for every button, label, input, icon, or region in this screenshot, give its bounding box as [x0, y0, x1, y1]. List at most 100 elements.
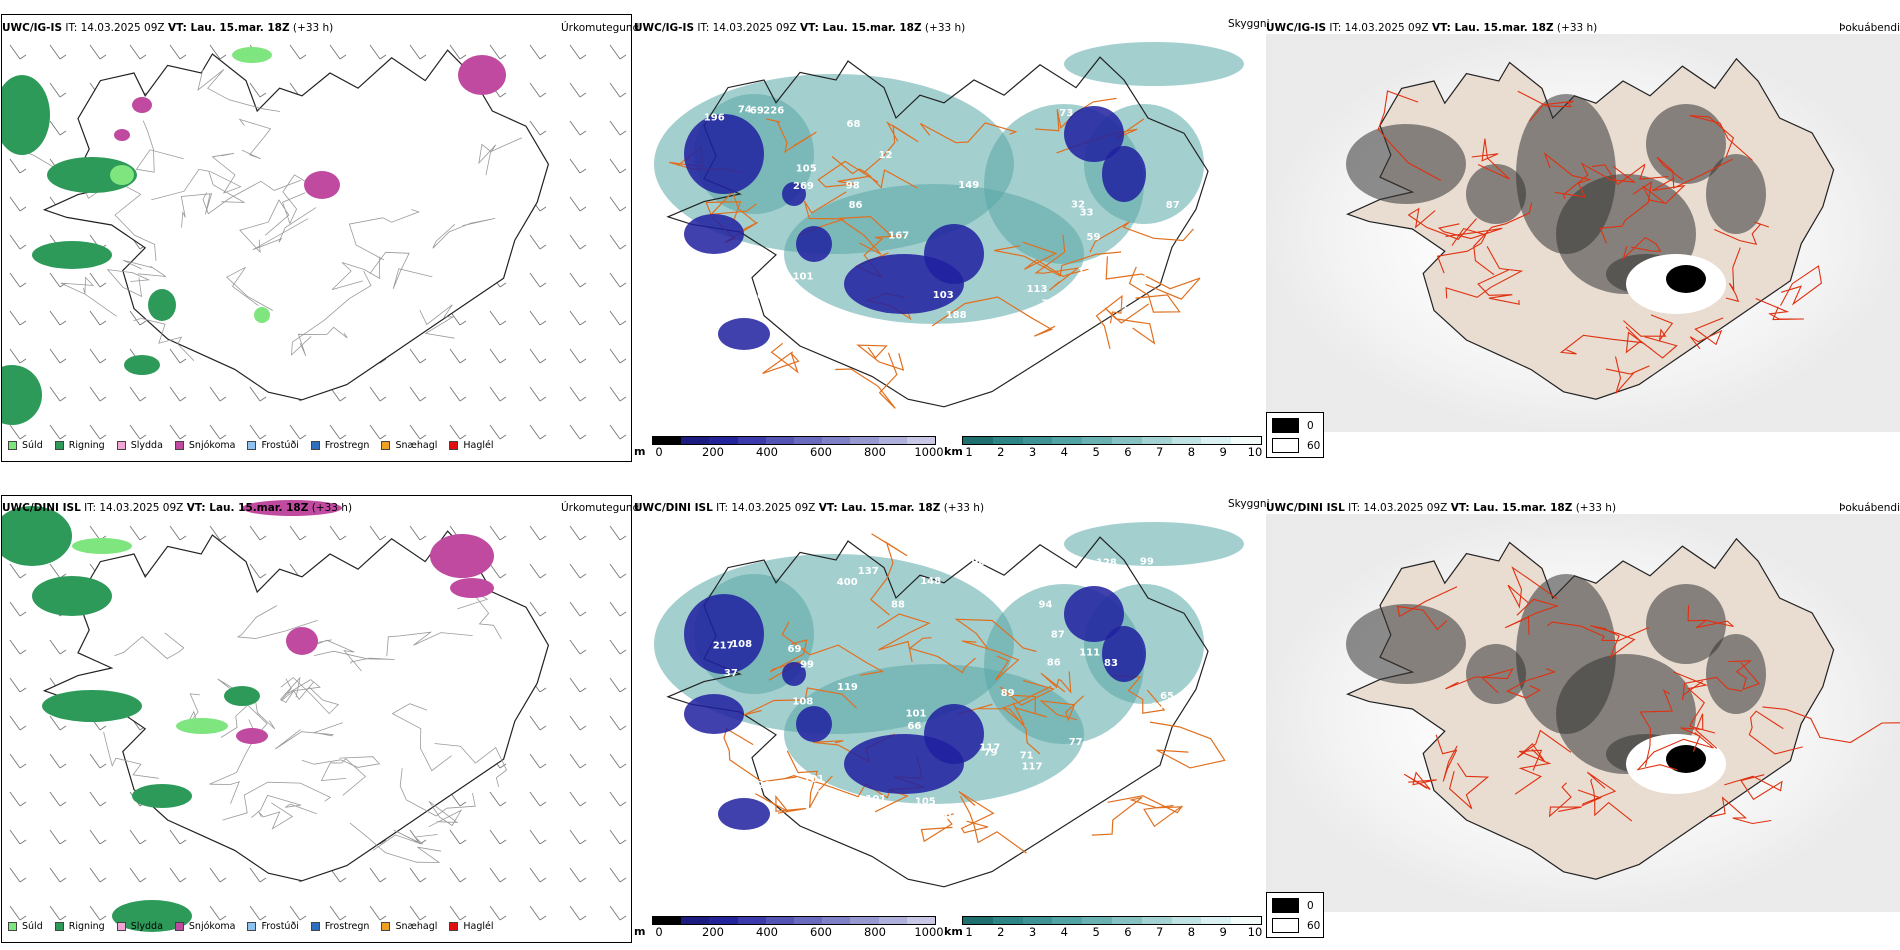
ceiling-colorbar-2: m 0 200 400 600 800 1000 — [634, 916, 944, 940]
road-line — [961, 640, 1020, 681]
wind-barb — [139, 877, 147, 883]
fog-legend-label: 0 — [1307, 899, 1314, 912]
wind-barb — [89, 424, 101, 440]
precip-type-map-1[interactable]: Súld Rigning Slydda Snjókoma Frostúði Frostre… — [1, 14, 632, 462]
road-line — [954, 618, 1037, 653]
wind-barb — [9, 424, 21, 440]
colorbar-segment — [906, 917, 936, 924]
wind-barb — [99, 54, 107, 60]
wind-barb — [569, 424, 581, 440]
wind-barb — [609, 386, 621, 402]
ceiling-value-label: 87 — [1166, 200, 1180, 211]
fog-low-value — [1706, 634, 1766, 714]
wind-barb — [459, 54, 467, 60]
wind-barb — [609, 639, 621, 655]
precip-area — [232, 47, 272, 63]
wind-barb — [49, 44, 61, 60]
wind-barb — [59, 434, 67, 440]
road-line — [369, 251, 433, 289]
colorbar-tick: 200 — [702, 445, 724, 459]
wind-barb — [619, 687, 627, 693]
ceiling-value-label: 108 — [1042, 313, 1063, 324]
road-line — [428, 801, 463, 828]
wind-barb — [569, 829, 581, 845]
wind-barb — [529, 424, 541, 440]
precip-legend-2: Súld Rigning Slydda Snjókoma Frostúði Frostre… — [8, 921, 506, 932]
wind-barb — [419, 535, 427, 541]
road-line — [180, 193, 213, 228]
wind-barb — [9, 310, 21, 326]
colorbar-tick: 6 — [1124, 925, 1132, 939]
road-line — [1748, 710, 1803, 755]
road-line — [151, 168, 245, 203]
wind-barb — [619, 434, 627, 440]
ceiling-value-label: 137 — [858, 566, 879, 577]
wind-barb — [49, 82, 61, 98]
colorbar-segment — [1111, 917, 1142, 924]
road-line — [222, 781, 332, 821]
wind-barb — [609, 44, 621, 60]
road-line — [252, 207, 317, 251]
legend-item: Slydda — [116, 440, 163, 451]
wind-barb — [19, 611, 27, 617]
ceiling-visibility-map-1[interactable]: 247 188 149 196 87 105 63 80 32 105 101 35 53 54 73 55 7… — [634, 34, 1264, 432]
ceiling-value-label: 111 — [1079, 648, 1100, 659]
wind-barb — [539, 915, 547, 921]
wind-barb — [499, 801, 507, 807]
wind-barb — [59, 763, 67, 769]
road-line — [1605, 356, 1650, 394]
wind-barb — [619, 763, 627, 769]
wind-barb — [619, 54, 627, 60]
road-line — [391, 703, 452, 772]
road-line — [320, 758, 367, 796]
wind-barb — [499, 320, 507, 326]
ceiling-value-label: 63 — [939, 323, 953, 334]
wind-barb — [339, 915, 347, 921]
colorbar-tick: 6 — [1124, 445, 1132, 459]
ceiling-value-label: 83 — [1104, 658, 1118, 669]
road-line — [280, 677, 340, 715]
road-line — [106, 269, 151, 298]
road-line — [1755, 297, 1804, 321]
fog-indicator-map-1[interactable] — [1266, 34, 1900, 432]
ceiling-value-label: 35 — [1121, 305, 1135, 316]
ceiling-value-label: 55 — [1110, 571, 1124, 582]
road-line — [1642, 177, 1686, 204]
wind-barb — [49, 905, 61, 921]
road-line — [785, 774, 890, 799]
wind-barb — [459, 839, 467, 845]
wind-barb — [449, 386, 461, 402]
wind-barb — [129, 310, 141, 326]
wind-barb — [569, 639, 581, 655]
road-line — [301, 756, 381, 768]
precip-area — [2, 75, 50, 155]
wind-barb — [609, 905, 621, 921]
ceiling-value-label: 128 — [1096, 557, 1117, 568]
ceiling-visibility-map-2[interactable]: 191 400 101 69 111 69 173 119 66 77 129 217 101 117 86… — [634, 514, 1264, 912]
precip-area — [32, 576, 112, 616]
legend-item: Snjókoma — [174, 921, 235, 932]
road-line — [919, 122, 1018, 144]
legend-item: Frostúði — [247, 440, 299, 451]
colorbar-segment — [681, 917, 710, 924]
road-line — [114, 632, 185, 660]
wind-barb — [499, 54, 507, 60]
fog-indicator-map-2[interactable] — [1266, 514, 1900, 912]
wind-barb — [49, 829, 61, 845]
road-line — [226, 266, 273, 311]
precip-type-map-2[interactable]: Súld Rigning Slydda Snjókoma Frostúði Frostre… — [1, 495, 632, 943]
precip-area — [304, 171, 340, 199]
colorbar-segment — [1052, 917, 1083, 924]
wind-barb — [459, 434, 467, 440]
wind-barb — [249, 905, 261, 921]
wind-barb — [579, 206, 587, 212]
wind-barb — [569, 677, 581, 693]
wind-barb — [49, 386, 61, 402]
road-line — [862, 121, 919, 174]
wind-barb — [59, 801, 67, 807]
wind-barb — [9, 234, 21, 250]
ceiling-value-label: 59 — [1087, 232, 1101, 243]
wind-barb — [49, 563, 61, 579]
road-line — [238, 118, 272, 160]
ceiling-value-label: 217 — [713, 641, 734, 652]
